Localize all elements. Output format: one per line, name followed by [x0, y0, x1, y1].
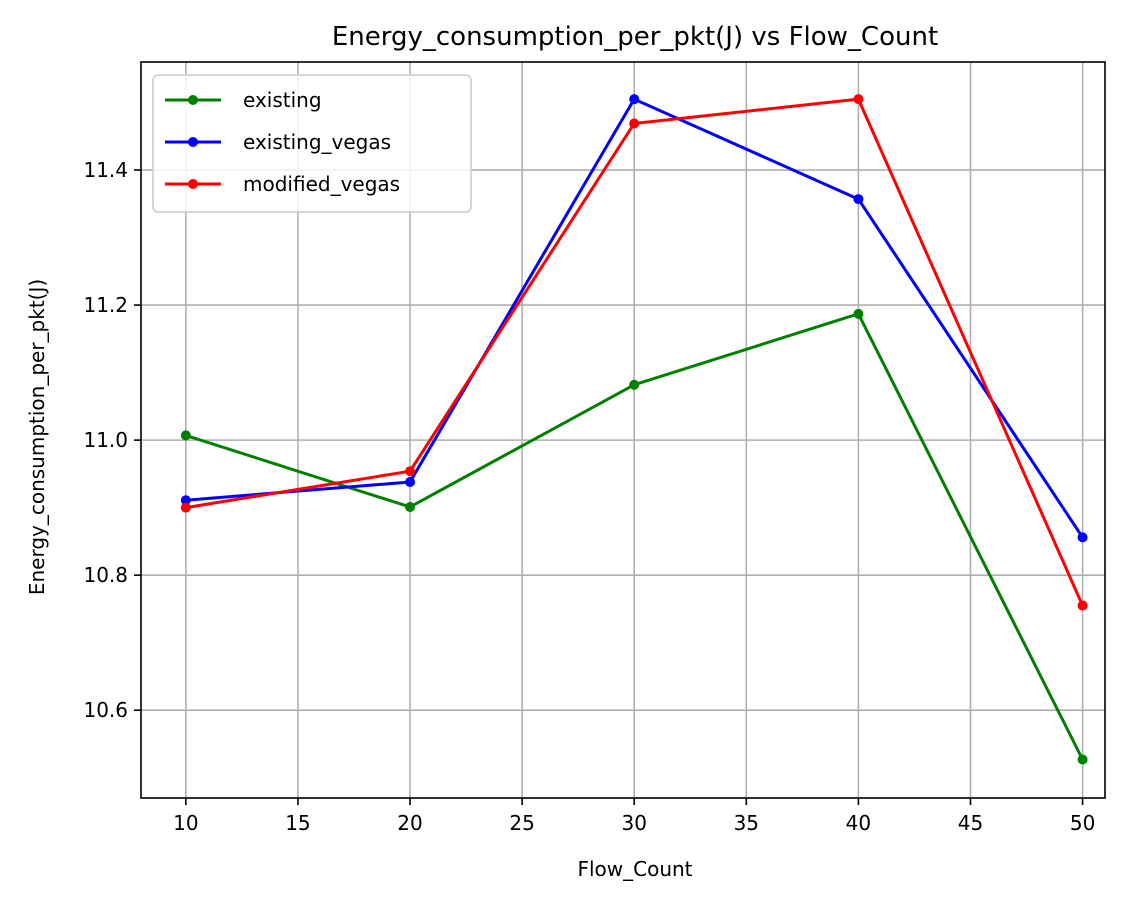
data-point-existing_vegas	[853, 194, 864, 205]
x-tick-label: 10	[173, 811, 198, 835]
y-axis: 10.6 10.8 11.0 11.2 11.4	[83, 158, 141, 722]
legend-label-existing: existing	[243, 88, 322, 112]
data-point-existing_vegas	[629, 94, 640, 105]
y-axis-label: Energy_consumption_per_pkt(J)	[25, 279, 49, 595]
x-tick-label: 35	[734, 811, 759, 835]
y-tick-label: 10.8	[83, 563, 128, 587]
x-axis: 10 15 20 25 30 35 40 45 50	[173, 798, 1095, 835]
data-point-existing_vegas	[405, 476, 416, 487]
y-tick-label: 11.0	[83, 428, 128, 452]
x-tick-label: 25	[509, 811, 534, 835]
legend-marker-existing_vegas	[188, 137, 198, 147]
legend-label-modified_vegas: modified_vegas	[243, 172, 400, 196]
legend-marker-existing	[188, 95, 198, 105]
x-axis-label: Flow_Count	[577, 857, 692, 881]
legend-marker-modified_vegas	[188, 179, 198, 189]
data-point-modified_vegas	[180, 502, 191, 513]
data-point-existing	[1077, 754, 1088, 765]
x-tick-label: 50	[1070, 811, 1095, 835]
x-tick-label: 45	[958, 811, 983, 835]
legend-box	[152, 74, 472, 213]
data-point-existing	[853, 308, 864, 319]
data-point-modified_vegas	[853, 94, 864, 105]
data-point-modified_vegas	[1077, 600, 1088, 611]
data-point-existing	[180, 430, 191, 441]
data-point-modified_vegas	[629, 118, 640, 129]
x-tick-label: 20	[397, 811, 422, 835]
x-tick-label: 40	[846, 811, 871, 835]
y-tick-label: 10.6	[83, 698, 128, 722]
series-layer	[180, 94, 1088, 765]
data-point-existing_vegas	[180, 495, 191, 506]
data-point-existing	[629, 379, 640, 390]
legend: existing existing_vegas modified_vegas	[152, 74, 472, 213]
x-tick-label: 30	[621, 811, 646, 835]
plot-frame	[140, 61, 1106, 799]
data-point-existing_vegas	[1077, 532, 1088, 543]
x-tick-label: 15	[285, 811, 310, 835]
y-tick-label: 11.2	[83, 293, 128, 317]
y-tick-label: 11.4	[83, 158, 128, 182]
data-point-modified_vegas	[405, 466, 416, 477]
chart-title: Energy_consumption_per_pkt(J) vs Flow_Co…	[332, 22, 938, 52]
data-point-existing	[405, 501, 416, 512]
legend-label-existing_vegas: existing_vegas	[243, 130, 391, 154]
